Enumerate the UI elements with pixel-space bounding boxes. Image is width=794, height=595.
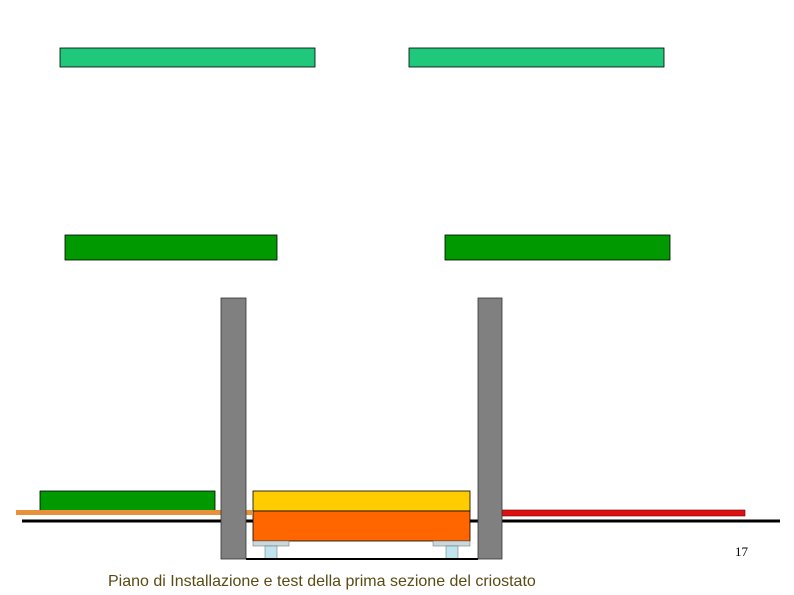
support-right xyxy=(432,540,471,547)
red-rail xyxy=(499,509,746,517)
orange-rail xyxy=(16,510,252,515)
left-pillar xyxy=(220,297,247,560)
leg-left xyxy=(264,545,278,560)
support-left xyxy=(252,540,290,547)
mid-left-block xyxy=(64,234,278,261)
low-left-block xyxy=(39,490,216,512)
caption: Piano di Installazione e test della prim… xyxy=(108,573,536,590)
page-number: 17 xyxy=(735,544,749,559)
top-right-block xyxy=(408,47,665,68)
cryostat-top xyxy=(252,490,471,512)
top-left-block xyxy=(59,47,316,68)
mid-right-block xyxy=(444,234,671,261)
cryostat-body xyxy=(252,510,471,542)
leg-right xyxy=(445,545,459,560)
right-pillar xyxy=(477,297,503,560)
